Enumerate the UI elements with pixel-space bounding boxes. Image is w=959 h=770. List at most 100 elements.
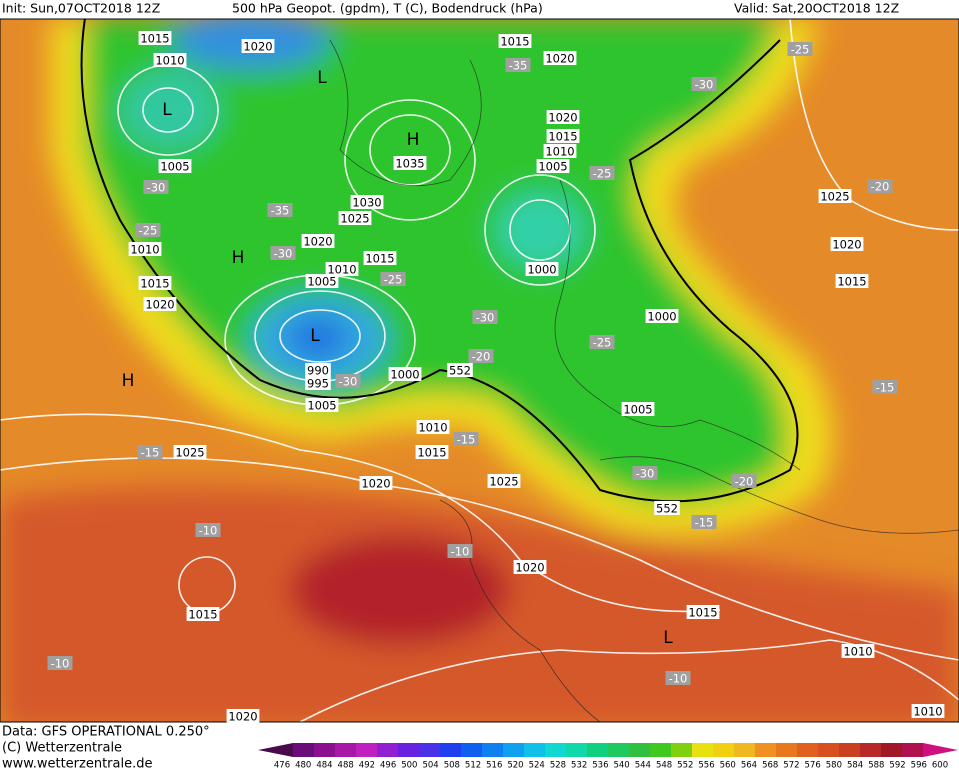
colorbar-label: 496 [380,761,396,770]
temperature-label: -30 [636,467,655,481]
temperature-label-box [137,445,163,459]
isobar-label-box [359,476,393,490]
isobar-label: 1025 [175,446,204,460]
colorbar-swatch [608,743,630,757]
isobar-label-box [513,560,547,574]
colorbar-label: 504 [422,761,438,770]
colorbar-swatch [587,743,609,757]
isobar-label: 1010 [155,54,184,68]
temperature-label: -20 [871,180,890,194]
temperature-label: -10 [451,545,470,559]
isobar-label: 990 [307,364,329,378]
isobar-label: 1030 [352,196,381,210]
colorbar-label: 524 [529,761,545,770]
temperature-label-box [270,246,296,260]
isobar-label-box [645,309,679,323]
temperature-label-box [691,77,717,91]
temperature-label: -20 [472,350,491,364]
temperature-label-box [472,310,498,324]
isobar-label: 1020 [303,235,332,249]
isobar-label: 1010 [545,145,574,159]
colorbar-label: 508 [444,761,460,770]
colorbar-swatch [314,743,336,757]
temperature-label-box [195,523,221,537]
colorbar-label: 600 [932,761,948,770]
temperature-label-box [380,272,406,286]
colorbar-swatch [776,743,798,757]
temperature-label-box [47,656,73,670]
isobar-label-box [173,445,207,459]
colorbar-label: 572 [783,761,799,770]
website: www.wetterzentrale.de [2,757,152,770]
colorbar-label: 584 [847,761,863,770]
isobar-label-box [835,274,869,288]
isobar-label: 1015 [500,35,529,49]
isobar-label: 995 [307,377,329,391]
temperature-label-box [447,544,473,558]
colorbar-label: 576 [805,761,821,770]
colorbar-swatch [650,743,672,757]
isobar-label-box [416,420,450,434]
temperature-label: -15 [695,516,714,530]
isobar-label-box [186,607,220,621]
isobar-label: 552 [656,502,678,516]
isobar-label-box [305,376,331,390]
isobar-label-box [305,398,339,412]
isobar-label: 1015 [417,446,446,460]
colorbar-label: 516 [486,761,502,770]
temperature-label-box [665,671,691,685]
colorbar-swatch [902,743,924,757]
isobar-label: 1010 [418,421,447,435]
colorbar-label: 492 [359,761,375,770]
isobar-label: 1020 [361,477,390,491]
colorbar-label: 528 [550,761,566,770]
isobar-label: 1025 [489,475,518,489]
isobar-label-box [841,644,875,658]
colorbar-label: 556 [698,761,714,770]
temperature-label: -10 [51,657,70,671]
map [0,19,959,722]
temperature-label-box [589,335,615,349]
colorbar-swatch [797,743,819,757]
isobar-label-box [498,34,532,48]
colorbar-swatch [461,743,483,757]
colorbar-end [923,743,958,757]
isobar-label-box [393,156,427,170]
colorbar-swatch [524,743,546,757]
temperature-label: -35 [271,204,290,218]
colorbar-label: 512 [465,761,481,770]
isobar-label: 1020 [548,111,577,125]
isobar-label: 1020 [832,238,861,252]
init-time: Init: Sun,07OCT2018 12Z [2,1,160,16]
colorbar-swatch [671,743,693,757]
colorbar-swatch [860,743,882,757]
temperature-label-box [787,42,813,56]
isobar-label-box [153,53,187,67]
colorbar-label: 500 [401,761,417,770]
isobar-label-box [447,363,473,377]
colorbar-swatch [818,743,840,757]
colorbar-swatch [398,743,420,757]
isobar-label: 1000 [647,310,676,324]
colorbar-swatch [503,743,525,757]
isobar-label-box [911,704,945,718]
colorbar-label: 568 [762,761,778,770]
isobar-label: 1015 [548,130,577,144]
isobar-label: 552 [449,364,471,378]
isobar-label-box [388,367,422,381]
isobar-label: 1010 [327,263,356,277]
colorbar-swatch [293,743,315,757]
pressure-center: L [663,628,673,648]
colorbar-swatch [881,743,903,757]
temperature-label: -30 [274,247,293,261]
colorbar-label: 580 [826,761,842,770]
isobar-label: 1025 [820,190,849,204]
temperature-label: -30 [147,181,166,195]
temperature-label: -25 [593,167,612,181]
isobar-label-box [546,110,580,124]
colorbar-label: 596 [911,761,927,770]
isobar-label-box [226,709,260,723]
isobar-label: 1015 [688,606,717,620]
pressure-center: H [232,248,245,268]
